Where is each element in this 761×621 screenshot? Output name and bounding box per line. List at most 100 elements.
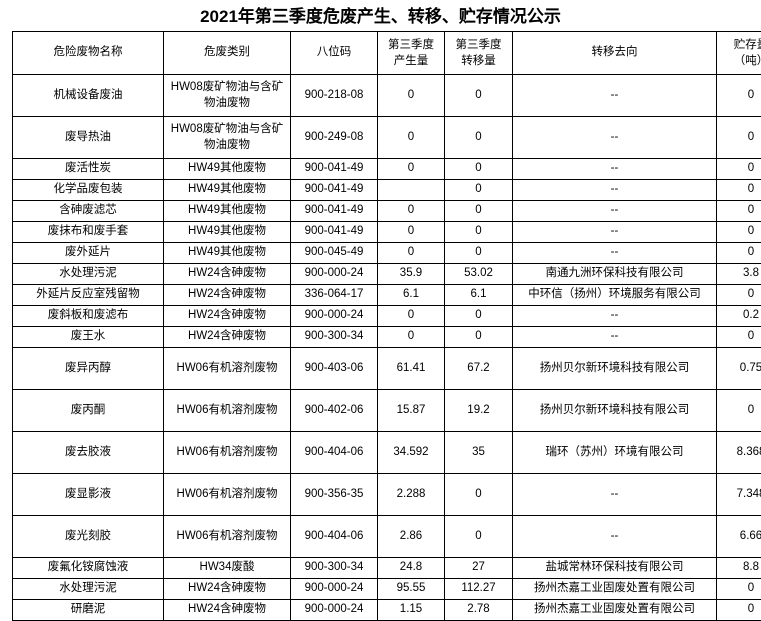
cell-production-quantity: 0 xyxy=(378,201,445,222)
cell-transfer-quantity: 0 xyxy=(445,180,513,201)
cell-production-quantity: 2.288 xyxy=(378,474,445,516)
cell-storage-quantity: 8.8 xyxy=(717,558,761,579)
cell-eight-digit-code: 900-249-08 xyxy=(291,117,378,159)
cell-production-quantity: 0 xyxy=(378,243,445,264)
cell-waste-name: 废活性炭 xyxy=(13,159,164,180)
cell-transfer-quantity: 0 xyxy=(445,306,513,327)
cell-waste-name: 废去胶液 xyxy=(13,432,164,474)
cell-transfer-quantity: 2.78 xyxy=(445,600,513,621)
column-header-production: 第三季度 产生量 xyxy=(378,32,445,75)
cell-transfer-destination: -- xyxy=(513,474,717,516)
cell-transfer-destination: 中环信（扬州）环境服务有限公司 xyxy=(513,285,717,306)
cell-production-quantity: 24.8 xyxy=(378,558,445,579)
table-header: 危险废物名称 危废类别 八位码 第三季度 产生量 第三季度 转移量 转移去向 贮… xyxy=(13,32,761,75)
cell-production-quantity: 1.15 xyxy=(378,600,445,621)
cell-production-quantity: 61.41 xyxy=(378,348,445,390)
column-header-category: 危废类别 xyxy=(164,32,291,75)
cell-transfer-destination: 扬州杰嘉工业固废处置有限公司 xyxy=(513,600,717,621)
cell-production-quantity: 0 xyxy=(378,327,445,348)
cell-storage-quantity: 0 xyxy=(717,180,761,201)
cell-waste-category: HW49其他废物 xyxy=(164,180,291,201)
cell-transfer-quantity: 0 xyxy=(445,159,513,180)
cell-production-quantity: 34.592 xyxy=(378,432,445,474)
cell-transfer-destination: -- xyxy=(513,222,717,243)
cell-waste-category: HW06有机溶剂废物 xyxy=(164,348,291,390)
cell-transfer-destination: 扬州杰嘉工业固废处置有限公司 xyxy=(513,579,717,600)
cell-transfer-destination: -- xyxy=(513,306,717,327)
cell-waste-category: HW06有机溶剂废物 xyxy=(164,432,291,474)
cell-storage-quantity: 0 xyxy=(717,117,761,159)
cell-storage-quantity: 0 xyxy=(717,327,761,348)
table-container: 危险废物名称 危废类别 八位码 第三季度 产生量 第三季度 转移量 转移去向 贮… xyxy=(0,31,761,621)
cell-eight-digit-code: 336-064-17 xyxy=(291,285,378,306)
cell-waste-category: HW06有机溶剂废物 xyxy=(164,390,291,432)
cell-eight-digit-code: 900-045-49 xyxy=(291,243,378,264)
cell-transfer-quantity: 112.27 xyxy=(445,579,513,600)
column-header-storage-line1: 贮存量 xyxy=(719,37,761,53)
cell-waste-name: 废氟化铵腐蚀液 xyxy=(13,558,164,579)
cell-waste-name: 废丙酮 xyxy=(13,390,164,432)
cell-storage-quantity: 7.348 xyxy=(717,474,761,516)
cell-waste-category: HW24含砷废物 xyxy=(164,285,291,306)
cell-waste-name: 废异丙醇 xyxy=(13,348,164,390)
column-header-destination: 转移去向 xyxy=(513,32,717,75)
column-header-storage: 贮存量 （吨） xyxy=(717,32,761,75)
cell-storage-quantity: 0 xyxy=(717,600,761,621)
column-header-name: 危险废物名称 xyxy=(13,32,164,75)
cell-waste-name: 外延片反应室残留物 xyxy=(13,285,164,306)
cell-waste-name: 含砷废滤芯 xyxy=(13,201,164,222)
cell-waste-category: HW24含砷废物 xyxy=(164,579,291,600)
hazardous-waste-table: 危险废物名称 危废类别 八位码 第三季度 产生量 第三季度 转移量 转移去向 贮… xyxy=(12,31,761,621)
cell-production-quantity: 0 xyxy=(378,75,445,117)
cell-transfer-destination: -- xyxy=(513,243,717,264)
header-row: 危险废物名称 危废类别 八位码 第三季度 产生量 第三季度 转移量 转移去向 贮… xyxy=(13,32,761,75)
cell-transfer-quantity: 19.2 xyxy=(445,390,513,432)
cell-waste-category: HW49其他废物 xyxy=(164,243,291,264)
cell-transfer-destination: -- xyxy=(513,516,717,558)
cell-eight-digit-code: 900-041-49 xyxy=(291,201,378,222)
cell-eight-digit-code: 900-300-34 xyxy=(291,558,378,579)
cell-transfer-quantity: 0 xyxy=(445,327,513,348)
cell-waste-category: HW49其他废物 xyxy=(164,222,291,243)
cell-transfer-quantity: 0 xyxy=(445,474,513,516)
cell-eight-digit-code: 900-218-08 xyxy=(291,75,378,117)
cell-storage-quantity: 0 xyxy=(717,75,761,117)
cell-eight-digit-code: 900-041-49 xyxy=(291,222,378,243)
cell-transfer-quantity: 0 xyxy=(445,222,513,243)
cell-transfer-destination: 扬州贝尔新环境科技有限公司 xyxy=(513,348,717,390)
page-root: 2021年第三季度危废产生、转移、贮存情况公示 危险废物名称 危废类别 八位码 … xyxy=(0,0,761,604)
cell-production-quantity: 6.1 xyxy=(378,285,445,306)
cell-eight-digit-code: 900-404-06 xyxy=(291,432,378,474)
cell-transfer-destination: 瑞环（苏州）环境有限公司 xyxy=(513,432,717,474)
cell-waste-category: HW08废矿物油与含矿物油废物 xyxy=(164,75,291,117)
cell-eight-digit-code: 900-041-49 xyxy=(291,159,378,180)
column-header-production-line2: 产生量 xyxy=(380,53,442,69)
cell-eight-digit-code: 900-404-06 xyxy=(291,516,378,558)
cell-waste-name: 废光刻胶 xyxy=(13,516,164,558)
cell-eight-digit-code: 900-300-34 xyxy=(291,327,378,348)
cell-waste-category: HW24含砷废物 xyxy=(164,327,291,348)
cell-transfer-destination: 扬州贝尔新环境科技有限公司 xyxy=(513,390,717,432)
cell-transfer-destination: -- xyxy=(513,75,717,117)
cell-storage-quantity: 0 xyxy=(717,222,761,243)
cell-transfer-destination: 南通九洲环保科技有限公司 xyxy=(513,264,717,285)
cell-production-quantity: 2.86 xyxy=(378,516,445,558)
cell-eight-digit-code: 900-402-06 xyxy=(291,390,378,432)
cell-waste-name: 研磨泥 xyxy=(13,600,164,621)
cell-transfer-quantity: 0 xyxy=(445,201,513,222)
cell-waste-category: HW49其他废物 xyxy=(164,159,291,180)
cell-waste-name: 废斜板和废滤布 xyxy=(13,306,164,327)
